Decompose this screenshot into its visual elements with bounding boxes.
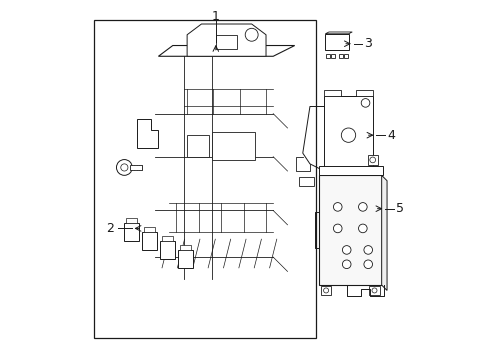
Bar <box>187 135 208 157</box>
Circle shape <box>323 288 328 293</box>
Polygon shape <box>147 56 287 279</box>
Text: 1: 1 <box>211 10 219 23</box>
Circle shape <box>333 224 341 233</box>
Circle shape <box>358 203 366 211</box>
Bar <box>160 241 175 258</box>
Circle shape <box>358 224 366 233</box>
Bar <box>325 34 348 50</box>
Bar <box>212 132 255 160</box>
Circle shape <box>342 260 350 269</box>
Bar <box>344 54 347 58</box>
Bar <box>126 219 137 223</box>
Polygon shape <box>129 165 142 170</box>
Polygon shape <box>325 32 351 34</box>
Bar <box>367 154 377 165</box>
Bar <box>326 54 329 58</box>
Bar <box>215 35 237 49</box>
Bar <box>94 21 316 338</box>
Polygon shape <box>187 24 265 56</box>
Circle shape <box>342 246 350 254</box>
Bar <box>124 224 139 240</box>
Text: 4: 4 <box>387 129 395 142</box>
Circle shape <box>371 288 376 293</box>
Circle shape <box>341 128 355 142</box>
Polygon shape <box>137 119 158 148</box>
Circle shape <box>116 159 132 175</box>
Bar <box>180 245 190 249</box>
Circle shape <box>361 99 369 107</box>
Bar <box>320 286 331 295</box>
Circle shape <box>333 203 341 211</box>
Bar <box>324 96 372 167</box>
Circle shape <box>121 164 128 171</box>
Bar <box>144 227 154 231</box>
Circle shape <box>363 246 372 254</box>
Bar <box>331 54 334 58</box>
Text: 2: 2 <box>106 222 114 235</box>
Circle shape <box>244 28 258 41</box>
Bar <box>338 54 342 58</box>
Polygon shape <box>318 166 383 175</box>
Bar <box>178 250 192 267</box>
Text: 3: 3 <box>364 37 371 50</box>
Bar <box>162 236 172 240</box>
Polygon shape <box>324 90 372 96</box>
Bar <box>142 232 157 249</box>
Bar <box>299 177 313 186</box>
Bar <box>318 175 381 285</box>
Text: 5: 5 <box>396 202 404 215</box>
Circle shape <box>369 157 375 163</box>
Circle shape <box>363 260 372 269</box>
Bar <box>368 286 379 295</box>
Polygon shape <box>158 45 294 56</box>
Polygon shape <box>381 175 386 291</box>
